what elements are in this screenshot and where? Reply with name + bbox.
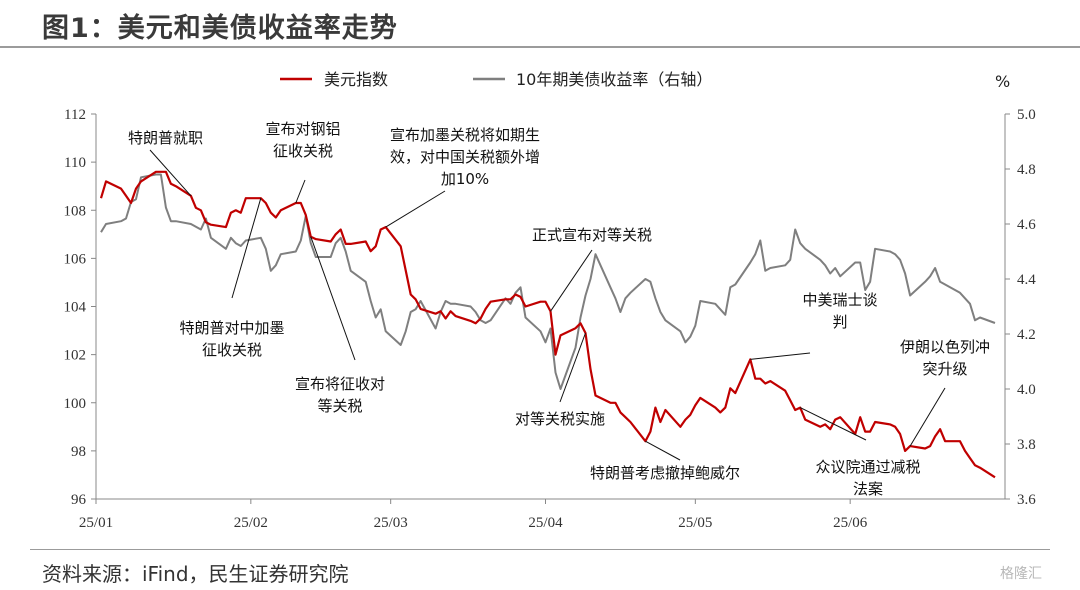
x-tick-label: 25/05 [678, 515, 712, 531]
x-tick-label: 25/03 [374, 515, 408, 531]
x-tick-label: 25/02 [234, 515, 268, 531]
annotation-label: 突升级 [922, 360, 967, 378]
annotation-label: 征收关税 [202, 341, 262, 359]
title-divider [0, 46, 1080, 48]
x-tick-label: 25/04 [528, 515, 563, 531]
right-tick-label: 4.8 [1017, 162, 1036, 178]
legend-label: 美元指数 [324, 70, 388, 89]
annotation-label: 特朗普对中加墨 [179, 319, 284, 337]
annotation-label: 宣布加墨关税将如期生 [390, 126, 540, 144]
left-tick-label: 108 [64, 203, 87, 219]
left-tick-label: 96 [71, 492, 87, 508]
annotation-label: 中美瑞士谈 [802, 291, 877, 309]
right-tick-label: 4.4 [1017, 272, 1036, 288]
left-tick-label: 106 [64, 251, 87, 267]
right-axis-unit: % [995, 72, 1010, 91]
figure-title: 图1：美元和美债收益率走势 [42, 13, 398, 44]
legend-label: 10年期美债收益率（右轴） [516, 70, 712, 89]
left-tick-label: 98 [71, 444, 86, 460]
left-tick-label: 102 [64, 348, 87, 364]
annotation-leader [295, 179, 306, 204]
right-tick-label: 3.6 [1017, 492, 1036, 508]
annotation-label: 效，对中国关税额外增 [390, 148, 540, 166]
left-tick-label: 112 [64, 107, 86, 123]
annotation-leader [149, 149, 192, 197]
annotation-label: 等关税 [317, 397, 362, 415]
chart: 美元指数 10年期美债收益率（右轴） % 96 98 100 102 104 106 108 1… [64, 70, 1037, 531]
right-tick-label: 3.8 [1017, 437, 1036, 453]
series-line-dollar-index [99, 170, 996, 479]
annotation-label: 法案 [853, 480, 883, 498]
left-tick-label: 100 [64, 396, 87, 412]
annotation-label: 判 [832, 313, 847, 331]
annotation-label: 对等关税实施 [515, 410, 605, 428]
annotation-leader [231, 198, 262, 299]
annotation-label: 征收关税 [273, 142, 333, 160]
annotation-label: 特朗普就职 [128, 129, 203, 147]
source-note: 资料来源：iFind，民生证券研究院 [42, 562, 349, 586]
legend: 美元指数 10年期美债收益率（右轴） [280, 70, 712, 89]
annotation-leader [310, 236, 356, 361]
source-divider [30, 549, 1050, 550]
right-tick-label: 4.0 [1017, 382, 1036, 398]
annotation-leader [550, 249, 593, 312]
annotation-label: 宣布对钢铝 [265, 120, 340, 138]
x-tick-label: 25/01 [79, 515, 113, 531]
right-tick-label: 4.2 [1017, 327, 1036, 343]
watermark-logo: 格隆汇 [1000, 566, 1042, 582]
annotation-label: 特朗普考虑撤掉鲍威尔 [590, 464, 740, 482]
left-tick-label: 110 [64, 155, 86, 171]
right-tick-label: 4.6 [1017, 217, 1036, 233]
annotation-leader [385, 190, 446, 228]
annotation-leader [750, 352, 811, 360]
annotation-label: 正式宣布对等关税 [532, 226, 652, 244]
annotation-leader [645, 440, 681, 461]
annotation-leader [909, 387, 946, 447]
x-tick-label: 25/06 [833, 515, 868, 531]
annotation-label: 宣布将征收对 [295, 375, 385, 393]
annotation-leader [559, 332, 586, 403]
axes: 96 98 100 102 104 106 108 110 112 3.6 3.8 4.0 4.2 4.4… [64, 107, 1037, 531]
left-tick-label: 104 [64, 300, 87, 316]
annotation-label: 众议院通过减税 [815, 458, 920, 476]
annotation-label: 伊朗以色列冲 [900, 338, 990, 356]
right-tick-label: 5.0 [1017, 107, 1036, 123]
annotation-label: 加10% [441, 170, 489, 188]
annotation-leader [799, 407, 867, 441]
